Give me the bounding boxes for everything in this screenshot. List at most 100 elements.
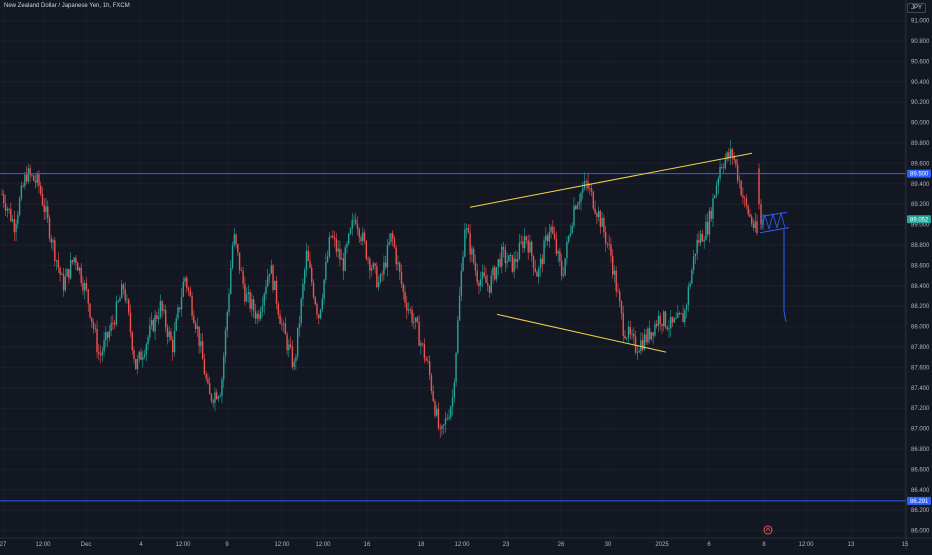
candle-body: [677, 312, 679, 319]
candle-body: [115, 301, 118, 325]
candle-body: [159, 301, 162, 317]
candle-body: [513, 258, 515, 272]
candle-body: [460, 270, 463, 296]
candle-body: [367, 258, 369, 260]
candle-body: [478, 282, 480, 287]
candle-body: [450, 406, 452, 418]
candle-body: [414, 317, 417, 322]
candle-body: [358, 229, 360, 238]
candle-body: [129, 312, 132, 333]
candle-body: [18, 198, 21, 215]
candle-body: [536, 271, 538, 277]
candle-body: [291, 346, 294, 368]
candle-body: [270, 265, 272, 274]
candle-body: [105, 332, 107, 341]
candle-body: [701, 233, 704, 242]
candle-body: [501, 246, 503, 267]
candle-body: [443, 424, 445, 426]
candle-body: [758, 168, 760, 205]
candle-body: [75, 257, 77, 264]
price-tick-label: 89.800: [911, 141, 930, 147]
candle-body: [707, 221, 709, 235]
candle-body: [740, 181, 742, 196]
candle-body: [52, 240, 54, 243]
candle-body: [444, 418, 447, 425]
candle-body: [552, 226, 554, 234]
candle-body: [629, 326, 631, 335]
flag-projection-line: [783, 229, 787, 322]
candle-body: [61, 274, 63, 275]
candle-body: [457, 320, 459, 353]
time-axis[interactable]: 27 12:00 Dec 4 12:00 9 12:00 12:00 16 18 12:00 23 26…: [0, 525, 932, 548]
candle-body: [580, 192, 582, 202]
candle-body: [395, 247, 397, 265]
candle-body: [504, 249, 507, 264]
candle-body: [106, 332, 109, 338]
candle-body: [458, 295, 461, 321]
replay-icon: [763, 525, 773, 535]
time-tick-label: 13: [848, 542, 855, 548]
candle-body: [279, 314, 281, 324]
candle-body: [647, 328, 649, 343]
candle-body: [569, 232, 572, 236]
candle-body: [170, 331, 172, 340]
candle-body: [126, 299, 128, 301]
candle-body: [87, 289, 89, 304]
candle-body: [659, 315, 661, 325]
candle-body: [421, 343, 424, 345]
candle-body: [237, 244, 239, 253]
candle-body: [518, 242, 521, 260]
price-tick-label: 91.000: [911, 19, 930, 25]
candle-body: [592, 191, 595, 209]
candle-body: [627, 326, 630, 338]
candle-body: [696, 239, 698, 254]
candle-body: [41, 193, 44, 206]
candle-body: [161, 301, 163, 311]
candle-body: [196, 326, 199, 329]
candle-body: [131, 332, 133, 351]
candle-body: [221, 379, 223, 396]
candle-body: [11, 219, 14, 221]
candle-body: [508, 255, 510, 262]
candle-body: [314, 297, 316, 305]
candle-body: [10, 208, 12, 221]
candle-body: [348, 233, 350, 244]
candle-body: [214, 392, 216, 403]
candle-body: [98, 352, 100, 355]
candle-body: [172, 339, 174, 353]
candle-body: [38, 174, 40, 186]
candle-body: [332, 235, 334, 238]
candle-body: [135, 358, 137, 370]
candle-body: [330, 235, 332, 237]
currency-unit-badge[interactable]: JPY: [906, 3, 926, 13]
candle-body: [76, 263, 79, 271]
candle-body: [136, 359, 139, 370]
candle-body: [208, 383, 211, 395]
candle-body: [85, 283, 88, 290]
candle-body: [490, 275, 492, 293]
candle-body: [277, 303, 280, 315]
candle-body: [714, 195, 716, 199]
candle-body: [608, 243, 610, 245]
candle-body: [59, 267, 61, 275]
candle-body: [17, 214, 19, 224]
candle-body: [360, 237, 362, 242]
candle-body: [150, 319, 153, 326]
time-tick-label: 26: [558, 542, 565, 548]
candle-body: [254, 311, 257, 319]
candle-body: [474, 262, 477, 271]
candle-body: [32, 175, 35, 181]
candle-body: [485, 276, 487, 284]
candle-body: [682, 313, 684, 323]
candle-body: [488, 285, 491, 293]
price-axis[interactable]: 91.000 90.800 90.600 90.400 90.200 90.000 89.8…: [905, 0, 932, 550]
candle-body: [203, 359, 206, 375]
candle-body: [25, 174, 28, 182]
candle-body: [413, 321, 415, 323]
candle-body: [108, 331, 111, 338]
candle-body: [705, 221, 707, 241]
candle-body: [353, 219, 355, 221]
time-tick-label: Dec: [81, 542, 92, 548]
